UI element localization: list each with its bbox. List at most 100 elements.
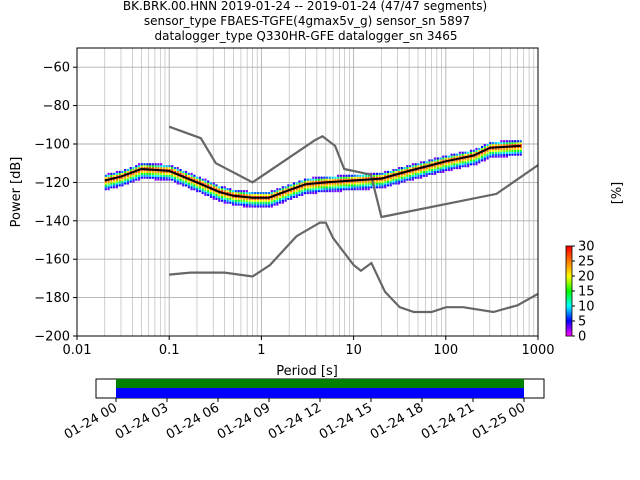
- heatmap-cell: [168, 178, 171, 181]
- heatmap-cell: [500, 151, 503, 154]
- heatmap-cell: [226, 201, 229, 204]
- heatmap-cell: [187, 180, 190, 183]
- heatmap-cell: [334, 186, 337, 189]
- heatmap-cell: [187, 172, 190, 175]
- heatmap-cell: [345, 176, 348, 179]
- heatmap-cell: [265, 201, 268, 204]
- heatmap-cell: [154, 167, 157, 170]
- heatmap-cell: [491, 155, 495, 158]
- heatmap-cell: [168, 167, 171, 170]
- heatmap-cell: [359, 182, 362, 185]
- heatmap-cell: [361, 184, 365, 187]
- heatmap-cell: [287, 195, 290, 198]
- heatmap-cell: [431, 172, 434, 175]
- heatmap-cell: [265, 199, 268, 202]
- heatmap-cell: [508, 147, 511, 150]
- heatmap-cell: [389, 178, 392, 181]
- heatmap-cell: [483, 147, 486, 150]
- x-axis-ticks: 0.01 0.1 1 10 100 1000: [63, 336, 555, 358]
- x-tick-label: 0.1: [159, 343, 180, 358]
- heatmap-cell: [334, 178, 337, 181]
- heatmap-cell: [475, 163, 478, 166]
- heatmap-cell: [406, 176, 409, 179]
- heatmap-cell: [397, 180, 401, 183]
- colorbar-segment: [566, 283, 572, 286]
- heatmap-cell: [411, 167, 414, 170]
- heatmap-cell: [118, 180, 121, 183]
- heatmap-cell: [420, 168, 423, 172]
- heatmap-cell: [447, 168, 450, 172]
- heatmap-cell: [519, 140, 522, 143]
- heatmap-cell: [317, 184, 320, 187]
- heatmap-cell: [115, 184, 118, 187]
- heatmap-cell: [320, 184, 323, 187]
- heatmap-cell: [469, 159, 473, 162]
- heatmap-cell: [384, 186, 387, 189]
- heatmap-cell: [359, 180, 362, 183]
- heatmap-cell: [389, 184, 392, 187]
- heatmap-cell: [226, 197, 229, 200]
- colorbar-segment: [566, 279, 572, 281]
- heatmap-cell: [489, 151, 492, 154]
- colorbar-segment: [566, 319, 572, 322]
- heatmap-cell: [179, 168, 182, 172]
- colorbar-tick-label: 30: [578, 240, 595, 255]
- heatmap-cell: [414, 170, 417, 173]
- heatmap-cell: [486, 157, 489, 160]
- heatmap-cell: [295, 188, 298, 191]
- heatmap-cell: [254, 192, 257, 195]
- heatmap-cell: [276, 199, 279, 202]
- heatmap-cell: [231, 201, 235, 204]
- heatmap-cell: [220, 193, 224, 197]
- heatmap-cell: [375, 180, 378, 183]
- heatmap-cell: [301, 186, 304, 189]
- heatmap-cell: [162, 178, 166, 181]
- heatmap-cell: [422, 167, 426, 170]
- heatmap-cell: [218, 186, 221, 189]
- heatmap-cell: [450, 157, 453, 160]
- noise-model-high-line: [168, 125, 539, 219]
- heatmap-cell: [146, 165, 149, 168]
- heatmap-cell: [364, 186, 367, 189]
- colorbar-tick-label: 5: [578, 315, 586, 330]
- heatmap-cell: [361, 186, 365, 189]
- heatmap-cell: [151, 176, 154, 179]
- heatmap-cell: [303, 192, 307, 195]
- heatmap-cell: [182, 170, 185, 173]
- heatmap-cell: [126, 170, 130, 173]
- heatmap-cell: [204, 182, 207, 185]
- heatmap-cell: [397, 178, 401, 181]
- heatmap-cell: [406, 174, 409, 177]
- heatmap-cell: [458, 165, 461, 168]
- heatmap-cell: [375, 172, 378, 175]
- heatmap-cell: [234, 192, 237, 195]
- heatmap-cell: [179, 180, 182, 183]
- heatmap-cell: [406, 172, 409, 175]
- heatmap-cell: [110, 186, 113, 189]
- heatmap-cell: [433, 165, 437, 168]
- heatmap-cell: [328, 190, 331, 193]
- heatmap-cell: [129, 168, 132, 172]
- heatmap-cell: [323, 184, 326, 187]
- heatmap-cell: [284, 192, 287, 195]
- heatmap-cell: [231, 203, 235, 206]
- heatmap-cell: [226, 195, 229, 198]
- y-axis-label: Power [dB]: [9, 157, 24, 228]
- heatmap-cell: [428, 170, 431, 173]
- heatmap-cell: [254, 199, 257, 202]
- heatmap-cell: [129, 180, 132, 183]
- heatmap-cell: [179, 176, 182, 179]
- heatmap-cell: [204, 180, 207, 183]
- heatmap-cell: [472, 159, 475, 162]
- heatmap-cell: [514, 149, 517, 152]
- heatmap-cell: [334, 188, 337, 191]
- heatmap-cell: [295, 195, 298, 198]
- heatmap-cell: [162, 167, 166, 170]
- heatmap-cell: [384, 178, 387, 181]
- heatmap-cell: [248, 201, 251, 204]
- heatmap-cell: [256, 203, 260, 206]
- heatmap-cell: [182, 184, 185, 187]
- heatmap-cell: [254, 197, 257, 200]
- heatmap-cell: [267, 193, 271, 197]
